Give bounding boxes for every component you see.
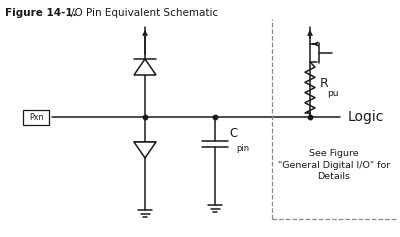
Text: R: R xyxy=(320,77,329,90)
Polygon shape xyxy=(134,59,156,75)
Text: C: C xyxy=(229,127,237,140)
Text: See Figure
"General Digital I/O" for
Details: See Figure "General Digital I/O" for Det… xyxy=(278,149,390,181)
Text: pu: pu xyxy=(327,88,338,97)
Text: Pxn: Pxn xyxy=(29,113,43,122)
Text: Figure 14-1.: Figure 14-1. xyxy=(5,8,77,18)
Bar xyxy=(23,109,49,124)
Polygon shape xyxy=(134,142,156,158)
Text: Logic: Logic xyxy=(348,110,384,124)
Text: pin: pin xyxy=(236,144,249,153)
Text: I/O Pin Equivalent Schematic: I/O Pin Equivalent Schematic xyxy=(68,8,218,18)
